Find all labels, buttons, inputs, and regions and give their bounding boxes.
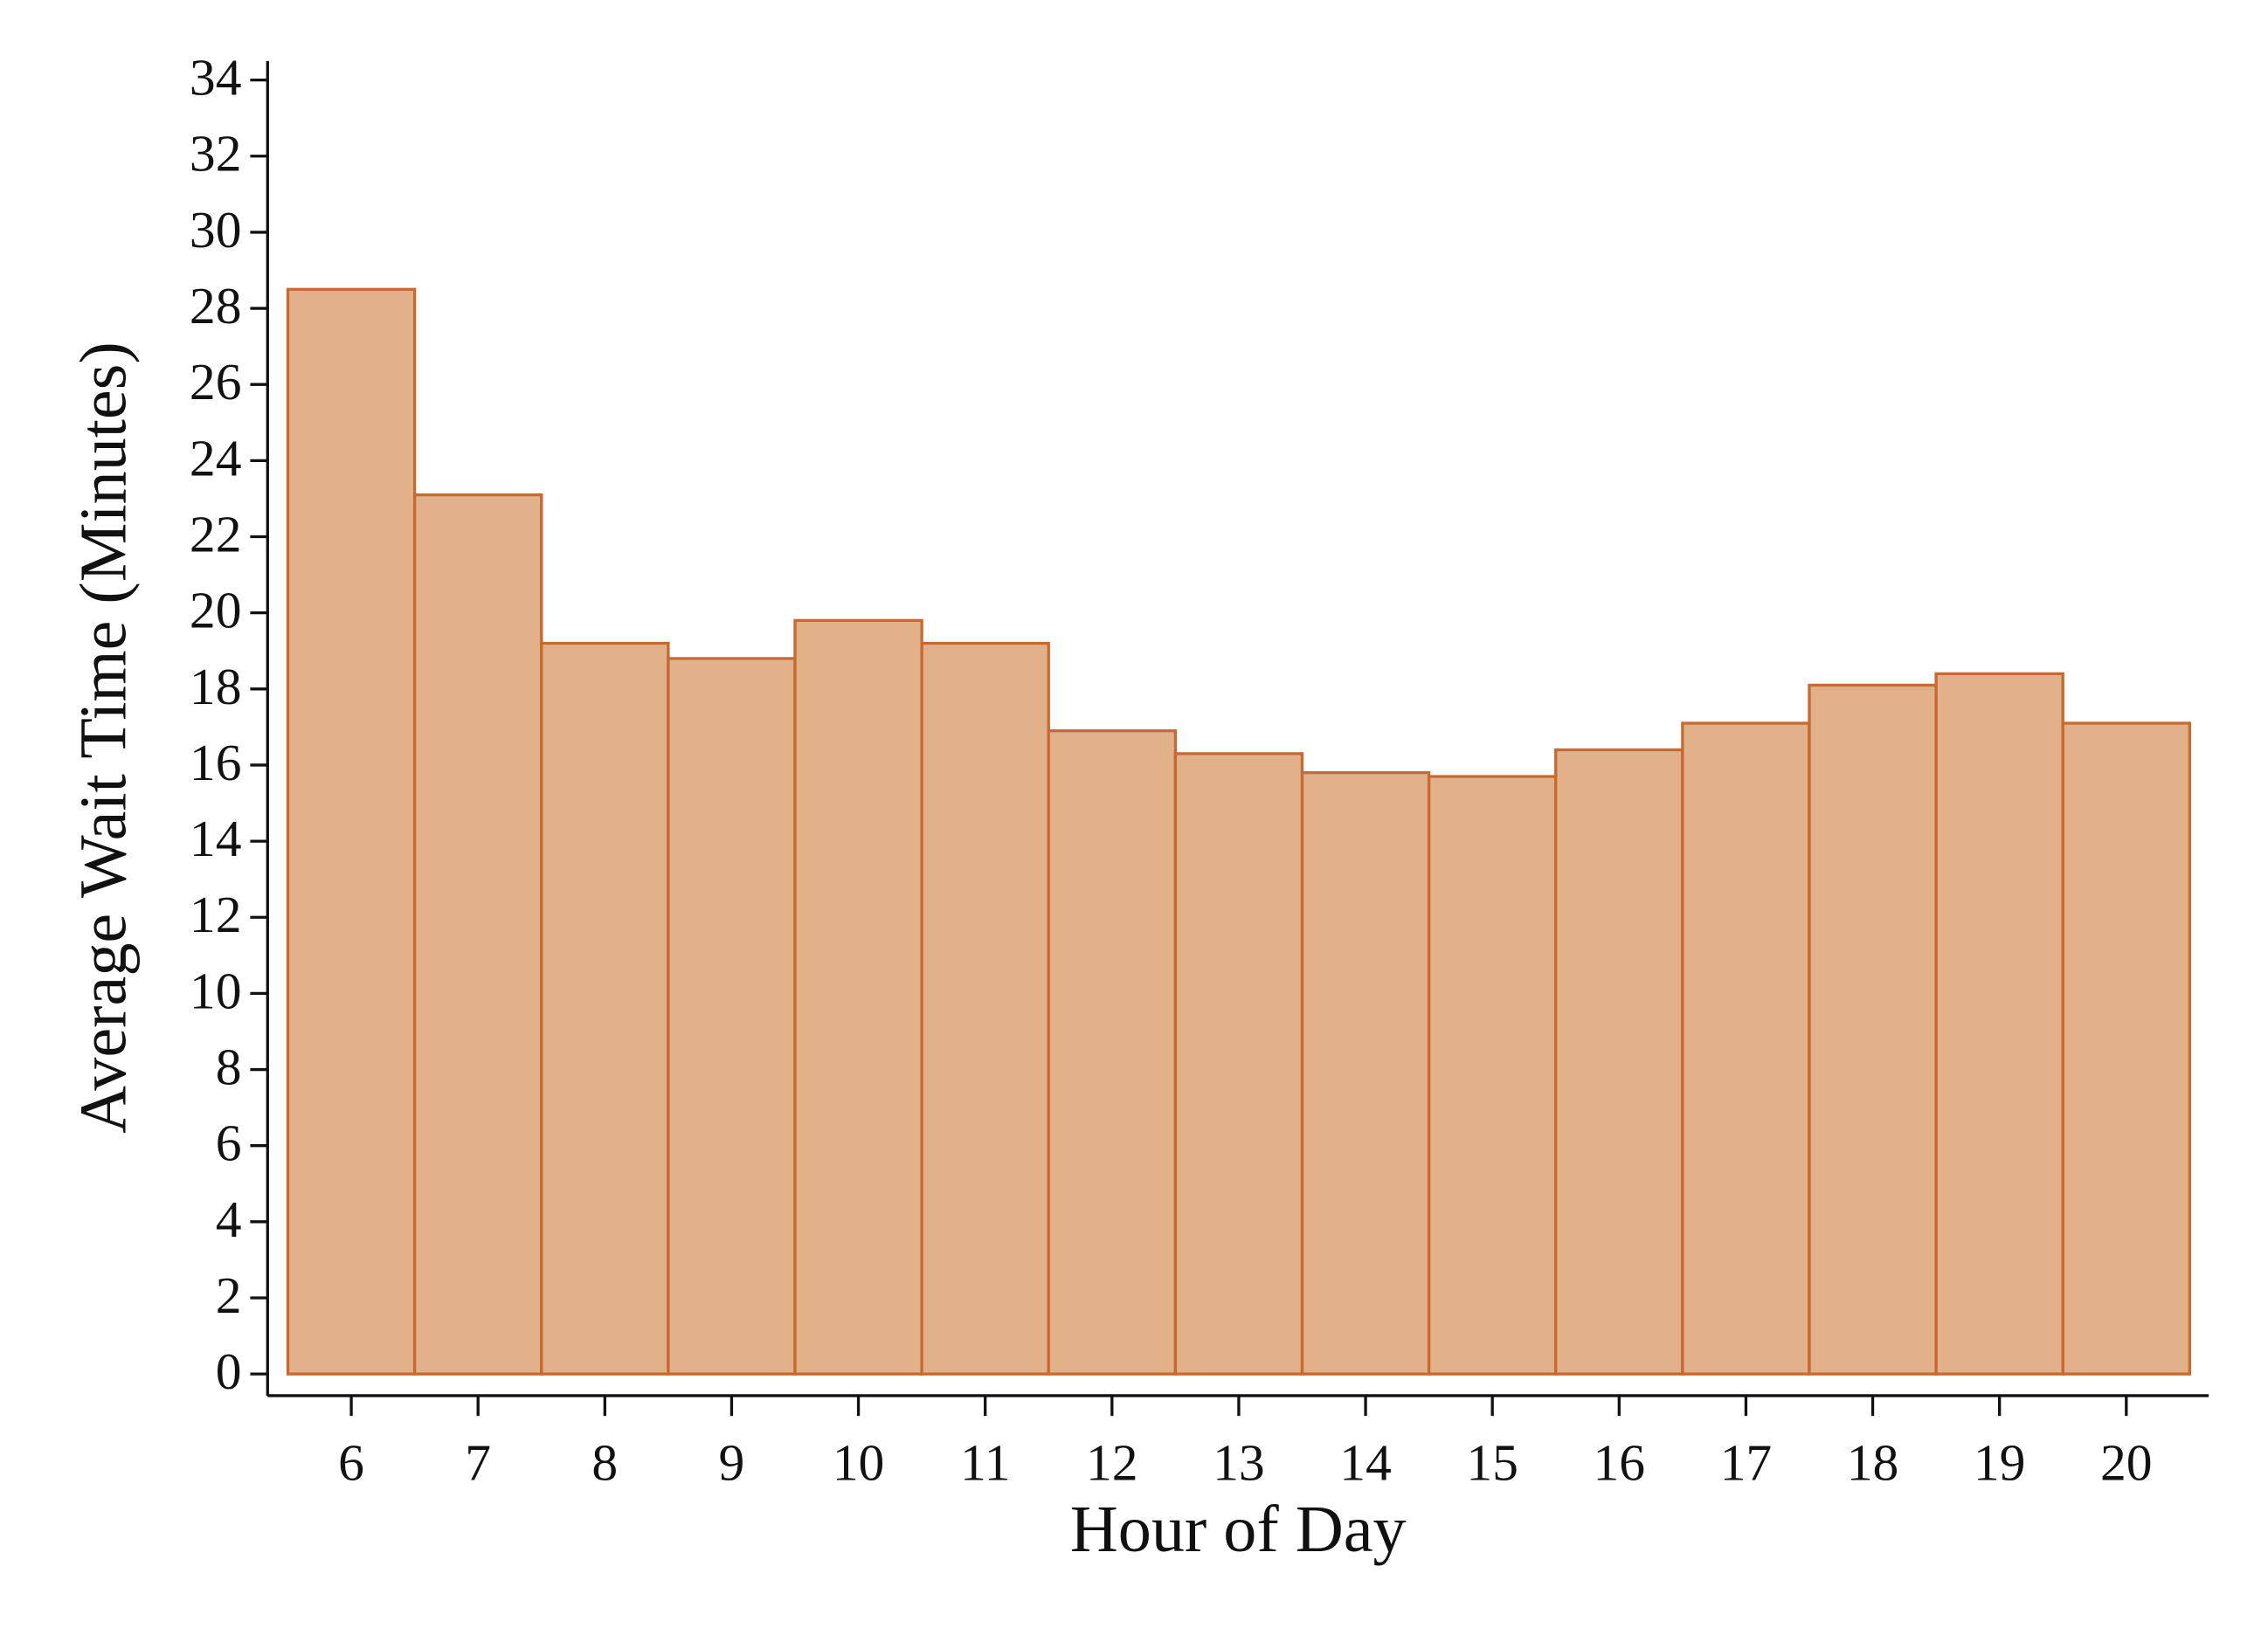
x-tick-label: 6	[338, 1433, 364, 1491]
y-tick-label: 22	[190, 505, 242, 562]
x-tick-label: 18	[1847, 1433, 1899, 1491]
bar	[793, 618, 923, 1376]
y-tick-label: 4	[216, 1190, 242, 1248]
y-tick-label: 30	[190, 201, 242, 259]
x-tick-label: 11	[960, 1433, 1010, 1491]
x-tick-label: 10	[833, 1433, 885, 1491]
y-tick-label: 28	[190, 277, 242, 335]
y-tick-label: 26	[190, 353, 242, 411]
bar	[412, 493, 543, 1376]
y-tick-label: 0	[216, 1342, 242, 1400]
y-tick-label: 20	[190, 582, 242, 639]
bar	[1681, 721, 1811, 1376]
y-tick-label: 8	[216, 1038, 242, 1096]
x-tick-label: 17	[1720, 1433, 1773, 1491]
x-tick-label: 15	[1466, 1433, 1518, 1491]
y-tick-label: 10	[190, 962, 242, 1019]
y-tick-label: 6	[216, 1114, 242, 1172]
bar	[920, 641, 1050, 1376]
y-tick-label: 18	[190, 658, 242, 715]
x-tick-label: 9	[719, 1433, 745, 1491]
bar	[1173, 752, 1304, 1376]
bar	[1934, 672, 2064, 1376]
x-tick-label: 8	[591, 1433, 618, 1491]
bar	[540, 641, 670, 1376]
bar	[286, 287, 417, 1376]
bar	[2061, 721, 2192, 1376]
bar	[1554, 748, 1684, 1376]
bar	[1047, 729, 1178, 1376]
y-tick-label: 32	[190, 125, 242, 183]
bar	[667, 657, 797, 1376]
x-tick-label: 16	[1594, 1433, 1646, 1491]
bar	[1808, 683, 1938, 1376]
bar	[1300, 771, 1431, 1376]
y-tick-label: 34	[190, 49, 242, 107]
x-tick-label: 7	[465, 1433, 491, 1491]
x-tick-label: 12	[1086, 1433, 1138, 1491]
x-tick-label: 14	[1339, 1433, 1392, 1491]
x-tick-label: 20	[2100, 1433, 2153, 1491]
y-axis-title: Average Wait Time (Minutes)	[66, 342, 140, 1134]
x-tick-label: 13	[1213, 1433, 1265, 1491]
x-axis-title: Hour of Day	[1070, 1493, 1407, 1566]
x-tick-label: 19	[1974, 1433, 2026, 1491]
y-tick-label: 16	[190, 734, 242, 791]
y-tick-label: 14	[190, 810, 242, 867]
y-tick-label: 24	[190, 429, 242, 486]
y-tick-label: 12	[190, 886, 242, 943]
y-tick-label: 2	[216, 1266, 242, 1324]
bar	[1427, 775, 1558, 1376]
